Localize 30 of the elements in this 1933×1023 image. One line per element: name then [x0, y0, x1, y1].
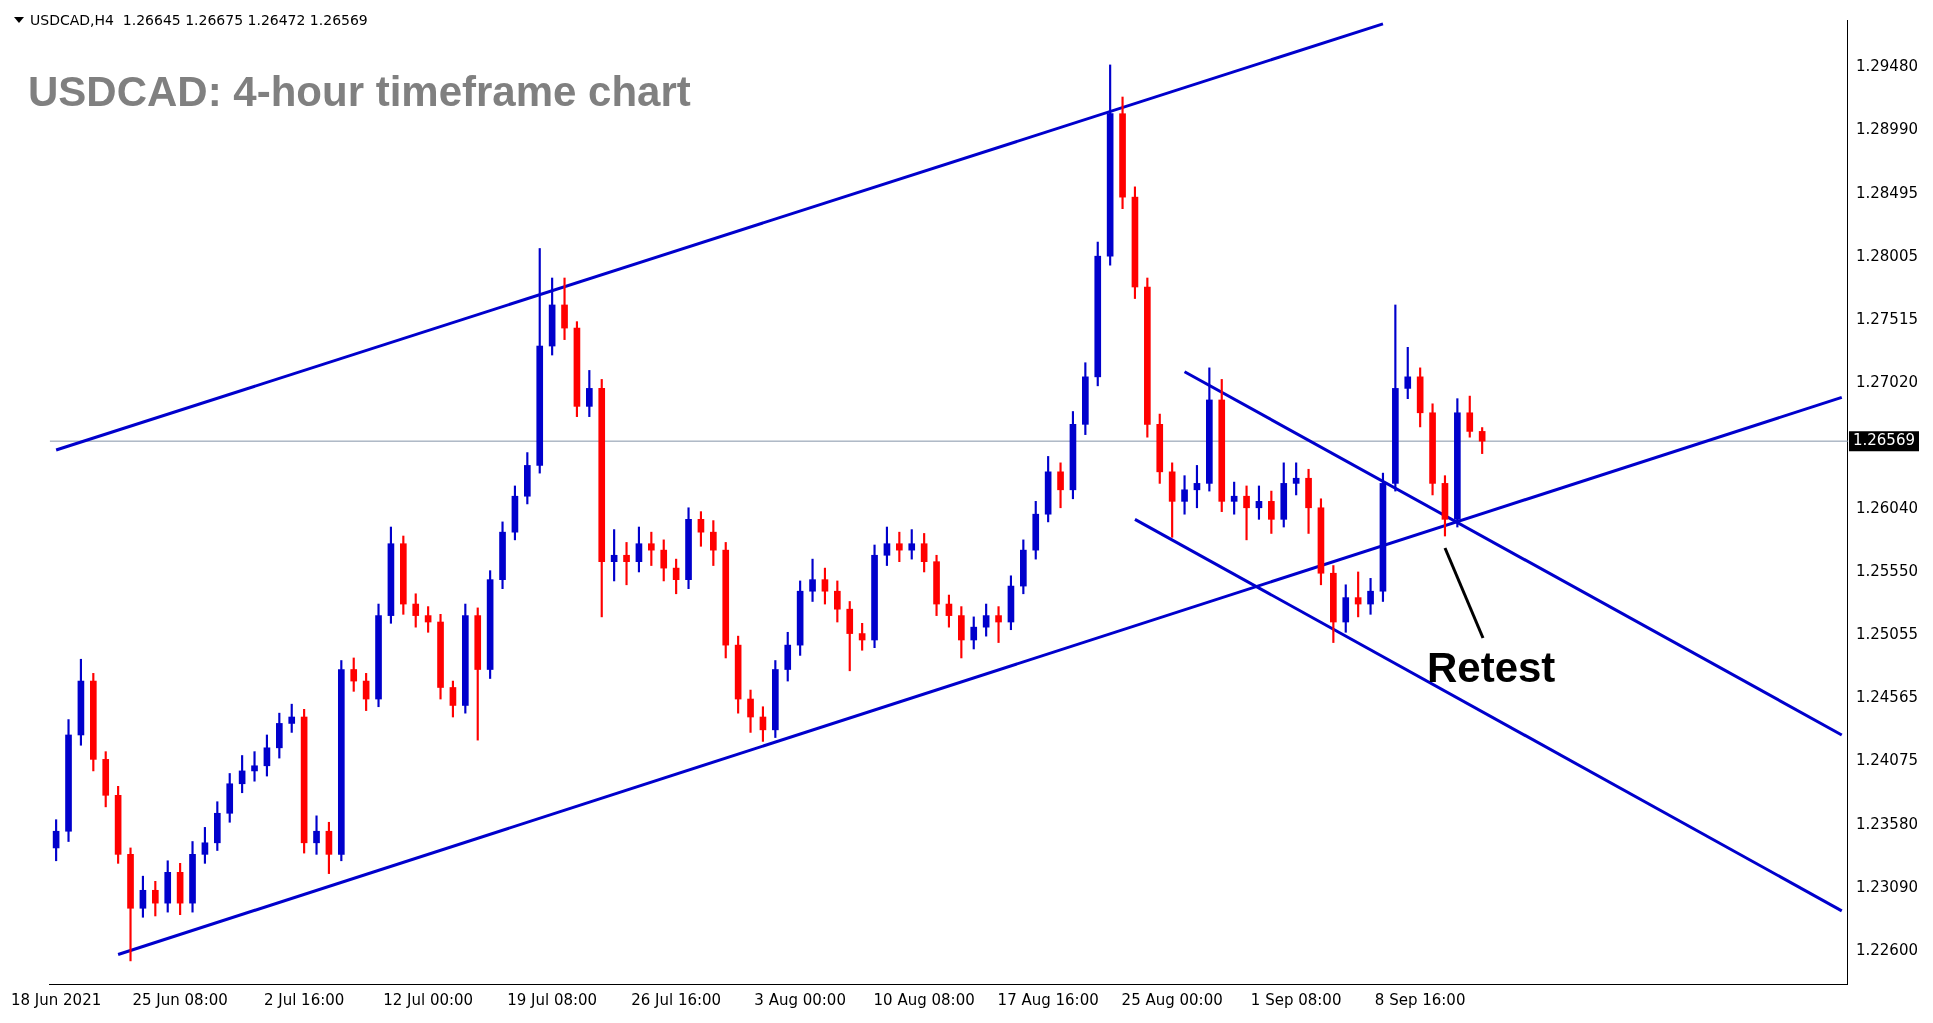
- y-tick-label: 1.24075: [1855, 751, 1918, 770]
- x-tick-label: 10 Aug 08:00: [873, 990, 975, 1009]
- x-tick-label: 18 Jun 2021: [11, 990, 102, 1009]
- x-tick-label: 25 Aug 00:00: [1121, 990, 1223, 1009]
- y-tick-label: 1.23090: [1855, 877, 1918, 896]
- y-tick-label: 1.23580: [1855, 814, 1918, 833]
- x-tick-label: 26 Jul 16:00: [631, 990, 722, 1009]
- y-tick-label: 1.28005: [1855, 246, 1918, 265]
- y-tick-label: 1.28990: [1855, 120, 1918, 139]
- annotation: USDCAD,H4 1.26645 1.26675 1.26472 1.26569: [30, 12, 368, 28]
- y-tick-label: 1.25055: [1855, 625, 1918, 644]
- x-tick-label: 19 Jul 08:00: [507, 990, 598, 1009]
- text: USDCAD: 4-hour timeframe chart: [28, 68, 691, 116]
- ref-line-label: 1.26569: [1852, 431, 1915, 450]
- y-tick-label: 1.24565: [1855, 688, 1918, 707]
- y-tick-label: 1.27020: [1855, 373, 1918, 392]
- x-tick-label: 2 Jul 16:00: [263, 990, 345, 1009]
- y-tick-label: 1.28495: [1855, 183, 1918, 202]
- y-tick-label: 1.22600: [1855, 940, 1918, 959]
- x-tick-label: 8 Sep 16:00: [1374, 990, 1466, 1009]
- x-tick-label: 1 Sep 08:00: [1250, 990, 1342, 1009]
- x-tick-label: 3 Aug 00:00: [754, 990, 846, 1009]
- y-tick-label: 1.29480: [1855, 57, 1918, 76]
- y-tick-label: 1.26040: [1855, 498, 1918, 517]
- x-tick-label: 17 Aug 16:00: [997, 990, 1099, 1009]
- y-tick-label: 1.27515: [1855, 309, 1918, 328]
- x-tick-label: 25 Jun 08:00: [132, 990, 228, 1009]
- y-tick-label: 1.25550: [1855, 561, 1918, 580]
- x-tick-label: 12 Jul 00:00: [383, 990, 474, 1009]
- annotation: Retest: [1426, 644, 1556, 693]
